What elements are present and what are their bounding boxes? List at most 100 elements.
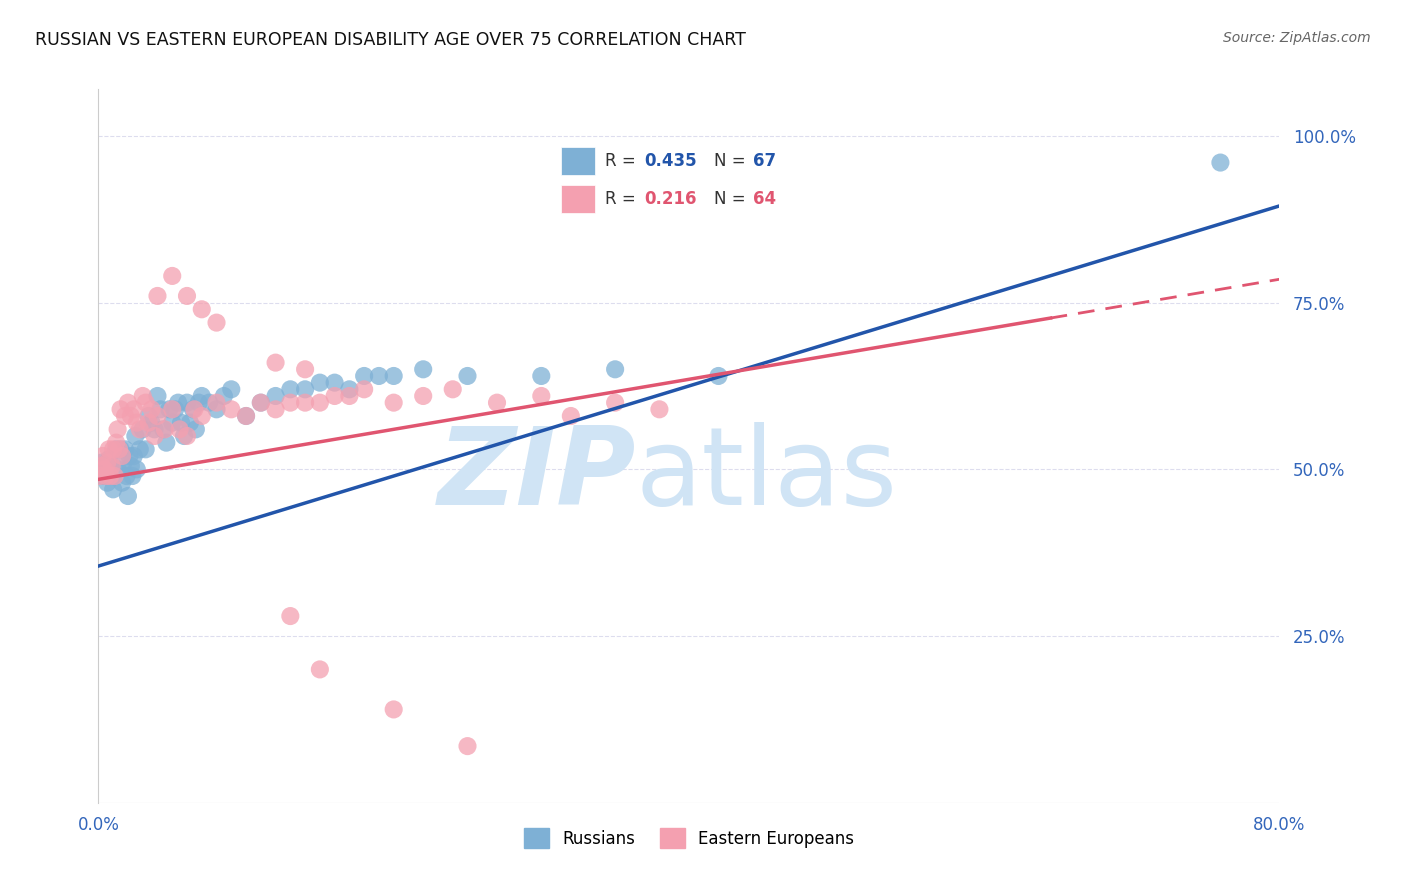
Point — [412, 389, 434, 403]
Point — [117, 395, 139, 409]
Point — [170, 416, 193, 430]
Point — [97, 452, 120, 467]
Text: 0.216: 0.216 — [644, 190, 696, 208]
Point — [605, 362, 627, 376]
Point — [235, 409, 257, 423]
Point — [146, 389, 169, 403]
Point — [90, 456, 112, 470]
Point — [323, 376, 346, 390]
Point — [125, 416, 148, 430]
Point — [100, 458, 122, 473]
Point — [114, 442, 136, 457]
Point — [176, 289, 198, 303]
Point — [280, 609, 302, 624]
Point — [104, 469, 127, 483]
Point — [382, 702, 405, 716]
Text: ZIP: ZIP — [437, 422, 636, 527]
Point — [96, 456, 118, 470]
Point — [280, 382, 302, 396]
Text: Source: ZipAtlas.com: Source: ZipAtlas.com — [1223, 31, 1371, 45]
Point — [89, 469, 111, 483]
Point — [353, 382, 375, 396]
Point — [152, 422, 174, 436]
Point — [169, 422, 191, 436]
Point — [176, 429, 198, 443]
Point — [153, 422, 176, 436]
Point — [412, 362, 434, 376]
Point — [120, 458, 142, 473]
Point — [173, 429, 195, 443]
Point — [115, 469, 138, 483]
Point — [167, 395, 190, 409]
Point — [107, 462, 129, 476]
Point — [94, 466, 117, 480]
Point — [368, 368, 391, 383]
Point — [294, 382, 316, 396]
Point — [128, 422, 150, 436]
Point — [141, 416, 163, 430]
Point — [605, 395, 627, 409]
Point — [221, 382, 243, 396]
Point — [264, 356, 287, 370]
Point — [339, 382, 361, 396]
Point — [294, 362, 316, 376]
Point — [198, 395, 221, 409]
Point — [128, 442, 150, 457]
Text: 67: 67 — [754, 153, 776, 170]
Point — [309, 376, 332, 390]
Point — [111, 449, 134, 463]
Point — [105, 435, 128, 450]
Point — [176, 395, 198, 409]
Point — [143, 429, 166, 443]
Point — [135, 395, 157, 409]
Point — [235, 409, 257, 423]
Text: R =: R = — [605, 190, 641, 208]
Point — [138, 409, 160, 423]
Point — [146, 289, 169, 303]
Point — [181, 402, 204, 417]
Point — [221, 402, 243, 417]
Point — [122, 449, 145, 463]
Point — [212, 389, 235, 403]
Point — [162, 268, 183, 283]
Point — [191, 409, 214, 423]
Text: 64: 64 — [754, 190, 776, 208]
Point — [191, 302, 214, 317]
Point — [141, 402, 163, 417]
Text: R =: R = — [605, 153, 641, 170]
Point — [1209, 155, 1232, 169]
Point — [250, 395, 273, 409]
Point — [124, 429, 146, 443]
Point — [457, 368, 479, 383]
FancyBboxPatch shape — [561, 186, 595, 213]
Point — [264, 389, 287, 403]
Point — [309, 662, 332, 676]
Point — [250, 395, 273, 409]
Point — [149, 402, 172, 417]
Point — [132, 389, 155, 403]
Point — [323, 389, 346, 403]
Text: 0.435: 0.435 — [644, 153, 697, 170]
Legend: Russians, Eastern Europeans: Russians, Eastern Europeans — [517, 822, 860, 855]
Point — [530, 389, 553, 403]
Point — [103, 442, 125, 457]
Point — [184, 422, 207, 436]
Point — [125, 462, 148, 476]
Point — [107, 422, 129, 436]
Point — [132, 422, 155, 436]
Point — [486, 395, 509, 409]
Point — [118, 449, 141, 463]
Point — [162, 416, 183, 430]
Point — [280, 395, 302, 409]
Point — [183, 402, 205, 417]
Point — [112, 456, 135, 470]
Text: N =: N = — [714, 190, 751, 208]
Point — [441, 382, 464, 396]
Point — [339, 389, 361, 403]
Text: N =: N = — [714, 153, 751, 170]
Point — [143, 422, 166, 436]
Point — [91, 469, 114, 483]
Point — [205, 402, 228, 417]
Point — [120, 409, 142, 423]
Point — [114, 409, 136, 423]
